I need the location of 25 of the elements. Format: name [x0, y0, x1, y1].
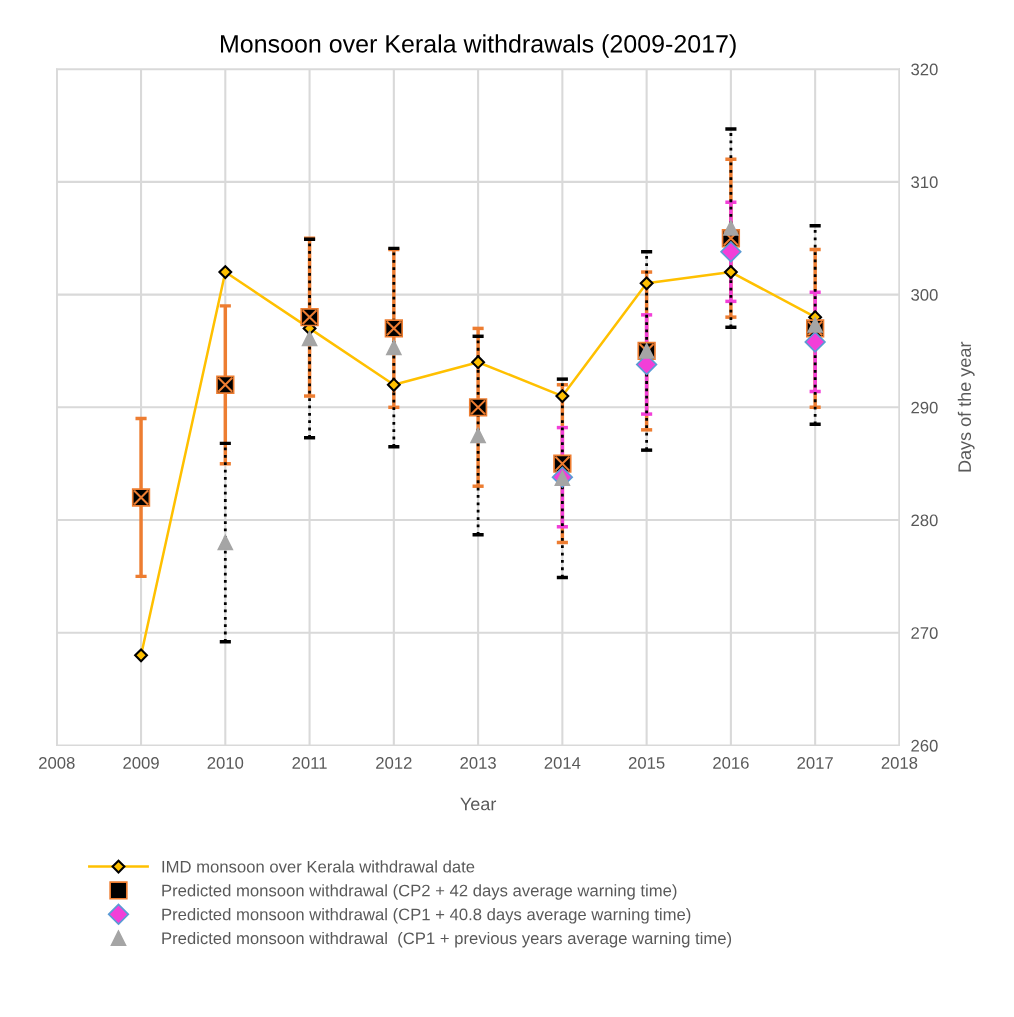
chart-title: Monsoon over Kerala withdrawals (2009-2017): [221, 34, 736, 58]
x-tick-label: 2013: [460, 757, 496, 769]
y2-tick-label: 290: [911, 401, 938, 414]
y2-tick-label: 270: [911, 627, 938, 639]
legend-label: Predicted monsoon withdrawal (CP1 + previous years average warning time): [162, 931, 732, 948]
x-tick-label: 2009: [123, 757, 159, 769]
y2-tick-label: 280: [911, 514, 938, 527]
x-tick-label: 2015: [628, 757, 665, 769]
y2-axis-title: Days of the year: [957, 341, 975, 472]
x-tick-label: 2011: [292, 757, 327, 769]
x-tick-label: 2010: [207, 757, 244, 769]
y2-tick-label: 300: [911, 288, 938, 301]
legend-label: Predicted monsoon withdrawal (CP1 + 40.8 days average warning time): [162, 908, 691, 924]
x-tick-label: 2008: [39, 757, 75, 769]
x-tick-label: 2012: [376, 757, 412, 769]
x-tick-label: 2016: [713, 757, 749, 769]
y2-tick-label: 260: [911, 739, 938, 752]
x-axis-title: Year: [460, 797, 497, 811]
x-tick-label: 2017: [797, 757, 833, 769]
x-tick-label: 2014: [544, 757, 581, 769]
y2-tick-label: 320: [911, 63, 938, 76]
legend-label: IMD monsoon over Kerala withdrawal date: [162, 860, 475, 873]
y2-tick-label: 310: [911, 176, 938, 189]
x-tick-label: 2018: [881, 757, 918, 769]
legend-label: Predicted monsoon withdrawal (CP2 + 42 days average warning time): [162, 884, 677, 900]
